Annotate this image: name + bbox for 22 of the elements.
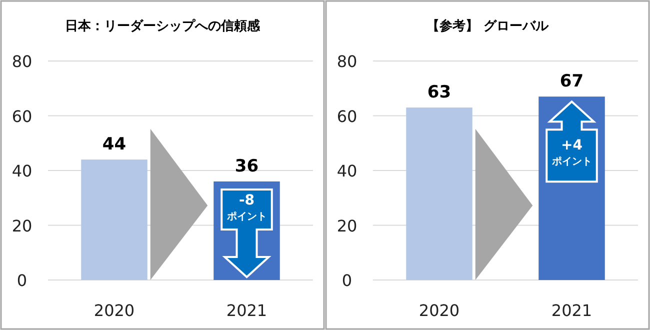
y-tick-label: 20 — [12, 216, 32, 236]
y-tick-label: 0 — [342, 271, 352, 290]
data-label: 63 — [427, 82, 452, 103]
y-tick-label: 60 — [336, 106, 358, 126]
y-tick-label: 40 — [336, 162, 358, 180]
data-label: 36 — [234, 156, 259, 176]
y-tick-label: 80 — [336, 52, 358, 71]
chart-title: 【参考】 グローバル — [426, 18, 550, 34]
chart-title: 日本：リーダーシップへの信頼感 — [65, 18, 261, 34]
x-tick-label: 2021 — [226, 301, 268, 320]
y-tick-label: 40 — [12, 162, 32, 180]
annotation: -8 ポイント — [226, 192, 267, 222]
y-tick-label: 20 — [336, 216, 358, 236]
data-label: 44 — [102, 134, 126, 155]
y-tick-label: 60 — [12, 106, 32, 126]
x-tick-label: 2020 — [418, 301, 460, 320]
x-tick-label: 2020 — [94, 301, 135, 320]
annotation: +4 ポイント — [550, 138, 592, 168]
x-tick-label: 2021 — [551, 301, 592, 320]
y-tick-label: 0 — [16, 271, 28, 290]
y-tick-label: 80 — [12, 52, 32, 71]
data-label: 67 — [560, 72, 584, 92]
